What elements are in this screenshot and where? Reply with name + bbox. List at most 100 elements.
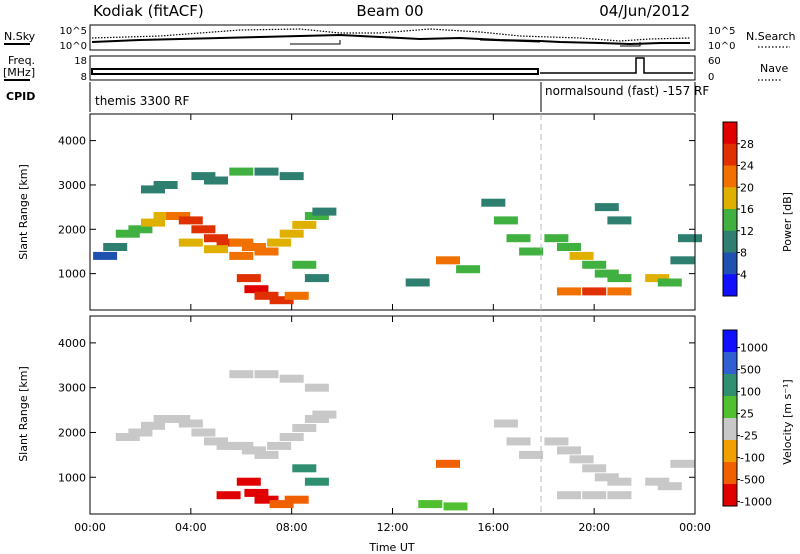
velocity-colorbar: 1000 500 100 25 -25 -100 -500 -1000 (722, 329, 772, 509)
cpid-panel: CPID themis 3300 RF normalsound (fast) -… (6, 82, 709, 112)
nsky-tick-top: 10^5 (60, 26, 87, 37)
colorbar-swatch (723, 418, 737, 441)
data-cell-power-34 (292, 260, 317, 269)
data-cell-power-37 (436, 256, 460, 265)
data-cell-power-17 (304, 212, 329, 220)
data-cell-velocity-45 (657, 482, 682, 491)
data-cell-velocity-28 (304, 477, 329, 486)
data-cell-velocity-23 (254, 495, 279, 504)
data-cell-velocity-8 (216, 441, 241, 450)
freq-tick-bottom: 8 (81, 72, 87, 83)
data-cell-velocity-15 (304, 415, 329, 423)
data-cell-velocity-38 (582, 464, 607, 473)
data-cell-velocity-30 (418, 500, 443, 509)
data-cell-velocity-6 (191, 428, 216, 437)
velocity-colorbar-label: Velocity [m s⁻¹] (781, 379, 794, 464)
data-cell-power-22 (204, 176, 228, 185)
velocity-y-ticks: 1000 2000 3000 4000 (58, 337, 695, 484)
data-cell-power-0 (93, 251, 118, 260)
colorbar-swatch (723, 252, 737, 275)
beam-title: Beam 00 (356, 2, 423, 20)
data-cell-velocity-20 (304, 383, 329, 392)
colorbar-swatch (723, 396, 737, 419)
colorbar-tick-label: 20 (740, 181, 754, 194)
data-cell-velocity-7 (204, 437, 228, 446)
data-cell-power-15 (279, 229, 304, 238)
data-cell-velocity-19 (279, 374, 304, 383)
y-tick-label: 3000 (58, 382, 86, 395)
data-cell-power-33 (284, 291, 309, 300)
colorbar-tick-label: 500 (740, 364, 761, 377)
data-cell-power-52 (645, 274, 670, 283)
data-cell-power-54 (670, 256, 695, 265)
data-cell-power-46 (582, 260, 607, 269)
data-cell-velocity-37 (569, 455, 594, 464)
data-cell-power-36 (405, 278, 430, 287)
freq-frame (89, 55, 696, 81)
x-tick-label: 00:00 (74, 521, 106, 534)
nave-tick-top: 60 (708, 56, 721, 67)
power-data-layer (93, 167, 702, 305)
data-cell-power-27 (204, 245, 228, 254)
colorbar-swatch (723, 352, 737, 375)
data-cell-power-5 (153, 212, 178, 220)
data-cell-power-28 (229, 251, 254, 260)
cpid-label: CPID (6, 90, 35, 103)
data-cell-velocity-39 (594, 473, 619, 482)
colorbar-tick-label: 24 (740, 160, 754, 173)
colorbar-swatch (723, 274, 737, 297)
data-cell-power-9 (204, 234, 228, 243)
data-cell-power-40 (493, 216, 518, 225)
data-cell-power-26 (178, 238, 203, 247)
x-tick-label: 00:00 (679, 521, 711, 534)
data-cell-power-50 (582, 287, 607, 296)
data-cell-power-48 (607, 274, 632, 283)
colorbar-tick-label: 12 (740, 225, 754, 238)
data-cell-power-57 (607, 216, 632, 225)
data-cell-velocity-31 (443, 502, 468, 511)
data-cell-power-11 (229, 238, 254, 247)
data-cell-power-14 (267, 238, 292, 247)
x-tick-label: 16:00 (477, 521, 509, 534)
data-cell-power-42 (519, 247, 544, 256)
colorbar-frame (722, 329, 738, 507)
nsky-label: N.Sky (4, 30, 36, 43)
data-cell-velocity-41 (557, 491, 581, 500)
nsky-panel: N.Sky 10^5 10^0 10^5 10^0 N.Search (4, 24, 796, 52)
data-cell-velocity-16 (312, 410, 337, 419)
freq-panel: Freq. [MHz] 18 8 60 0 Nave (3, 54, 788, 83)
velocity-x-ticks: 00:00 04:00 08:00 12:00 16:00 20:00 00:00 (74, 316, 711, 534)
data-cell-velocity-4 (166, 415, 191, 423)
time-axis-label: Time UT (368, 541, 414, 554)
y-tick-label: 3000 (58, 179, 86, 192)
data-cell-power-4 (141, 218, 165, 227)
data-cell-power-2 (115, 229, 140, 238)
data-cell-velocity-21 (236, 477, 261, 486)
colorbar-swatch (723, 374, 737, 397)
power-colorbar-label: Power [dB] (781, 192, 794, 252)
data-cell-power-1 (103, 243, 128, 251)
data-cell-power-20 (153, 181, 178, 189)
data-cell-power-3 (128, 225, 153, 234)
colorbar-tick-label: 4 (740, 268, 747, 281)
colorbar-swatch (723, 165, 737, 188)
data-cell-velocity-3 (153, 415, 178, 423)
y-tick-label: 2000 (58, 426, 86, 439)
data-cell-velocity-32 (493, 419, 518, 428)
data-cell-power-49 (557, 287, 581, 296)
data-cell-velocity-10 (241, 446, 266, 455)
data-cell-velocity-34 (519, 450, 544, 459)
data-cell-velocity-46 (670, 459, 695, 468)
colorbar-swatch (723, 462, 737, 485)
colorbar-swatch (723, 122, 737, 145)
data-cell-power-35 (304, 274, 329, 283)
data-cell-power-38 (456, 265, 481, 274)
data-cell-velocity-27 (292, 464, 317, 473)
data-cell-velocity-0 (115, 433, 140, 441)
power-ylabel: Slant Range [km] (17, 164, 30, 260)
nsky-frame (89, 24, 696, 51)
nave-label: Nave (760, 62, 788, 75)
nsearch-tick-top: 10^5 (708, 26, 735, 37)
